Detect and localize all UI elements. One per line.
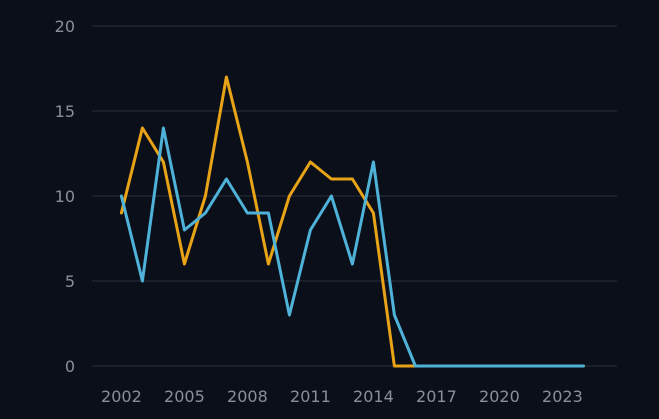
x-tick-label: 2005	[164, 387, 205, 406]
y-tick-label: 5	[65, 272, 75, 291]
y-tick-label: 0	[65, 357, 75, 376]
x-tick-label: 2017	[416, 387, 457, 406]
series-line-1	[119, 75, 585, 368]
y-axis-ticks: 0 5 10 15 20	[55, 17, 75, 376]
x-tick-label: 2002	[101, 387, 142, 406]
x-tick-label: 2011	[290, 387, 331, 406]
y-tick-label: 15	[55, 102, 75, 121]
series-line-2	[119, 126, 585, 368]
x-tick-label: 2008	[227, 387, 268, 406]
y-tick-label: 20	[55, 17, 75, 36]
x-axis-ticks: 2002 2005 2008 2011 2014 2017 2020 2023	[101, 387, 583, 406]
series-layer	[119, 75, 585, 368]
x-tick-label: 2014	[353, 387, 394, 406]
x-tick-label: 2020	[479, 387, 520, 406]
x-tick-label: 2023	[542, 387, 583, 406]
y-tick-label: 10	[55, 187, 75, 206]
